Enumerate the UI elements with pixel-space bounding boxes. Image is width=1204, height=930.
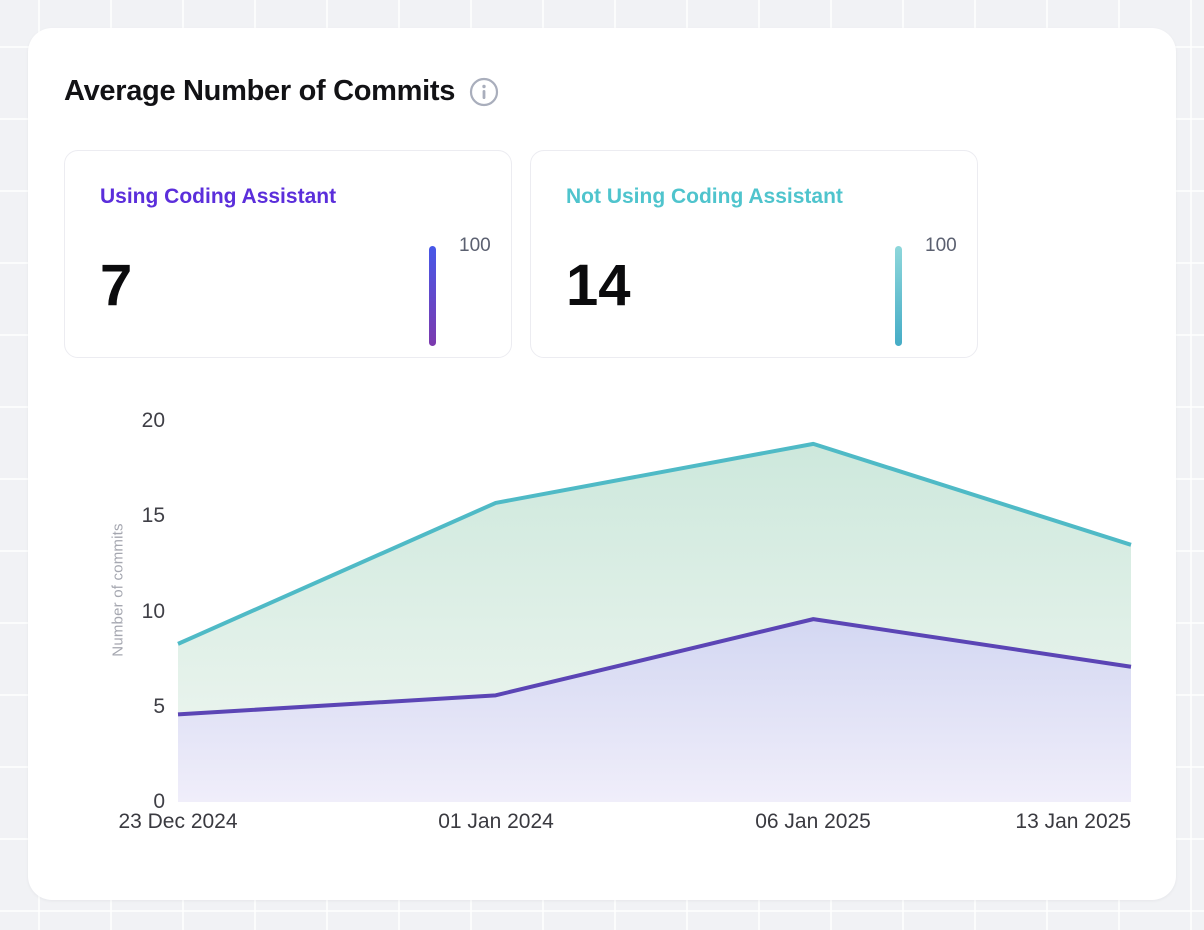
- analytics-card: Average Number of Commits Using Coding A…: [28, 28, 1176, 900]
- gradient-scale-bar: [895, 246, 902, 346]
- card-header: Average Number of Commits: [64, 75, 499, 108]
- x-tick: 01 Jan 2024: [438, 810, 554, 833]
- x-tick: 23 Dec 2024: [118, 810, 238, 833]
- stat-label: Not Using Coding Assistant: [566, 185, 843, 208]
- scale-max-label: 100: [925, 235, 957, 256]
- page-title: Average Number of Commits: [64, 75, 456, 107]
- scale-max-label: 100: [459, 235, 491, 256]
- y-axis-title: Number of commits: [109, 523, 127, 657]
- stat-label: Using Coding Assistant: [100, 185, 337, 208]
- using-coding-assistant-area: [178, 619, 1131, 802]
- gradient-scale-bar: [429, 246, 436, 346]
- stat-card-using-coding-assistant: Using Coding Assistant 7 100: [64, 150, 512, 358]
- using-coding-assistant-line: [177, 617, 1132, 717]
- y-tick: 5: [153, 695, 165, 718]
- stat-value: 14: [566, 253, 631, 318]
- x-tick: 06 Jan 2025: [755, 810, 871, 833]
- area-chart-plot[interactable]: [177, 421, 1132, 802]
- stat-value: 7: [100, 253, 133, 318]
- y-tick: 15: [141, 504, 165, 527]
- y-tick: 10: [141, 600, 165, 623]
- y-tick: 0: [153, 790, 165, 813]
- not-using-coding-assistant-line: [177, 441, 1132, 646]
- chart-canvas: [177, 441, 1132, 802]
- x-tick: 13 Jan 2025: [1015, 810, 1131, 833]
- y-tick: 20: [141, 409, 165, 432]
- stat-card-not-using-coding-assistant: Not Using Coding Assistant 14 100: [530, 150, 978, 358]
- info-icon[interactable]: [469, 77, 499, 107]
